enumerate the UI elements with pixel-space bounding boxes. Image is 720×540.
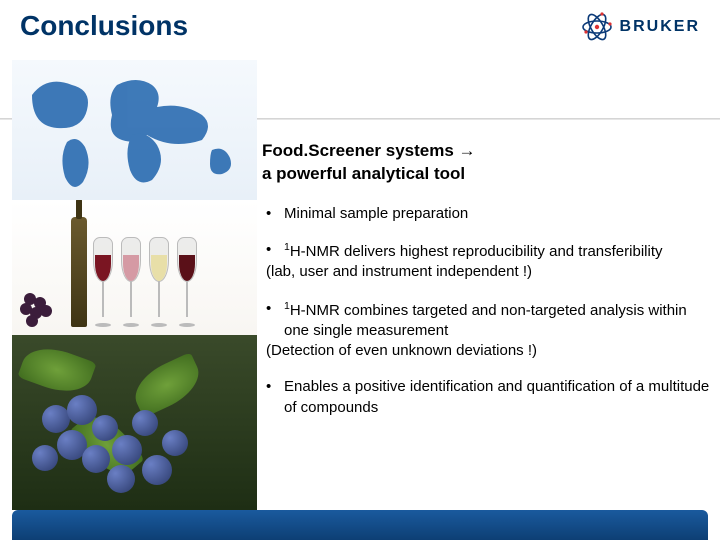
wine-glass-red2 [175,237,199,327]
bullet-1: Minimal sample preparation [262,204,712,224]
world-map-image [12,60,257,200]
bullet-2: 1H-NMR delivers highest reproducibility … [262,240,712,283]
wine-glass-red [91,237,115,327]
wine-image [12,200,257,335]
wine-glass-white [147,237,171,327]
content-area: Food.Screener systems → a powerful analy… [262,140,712,434]
subtitle: Food.Screener systems → a powerful analy… [262,140,712,186]
wine-glass-rose [119,237,143,327]
subtitle-line2: a powerful analytical tool [262,164,465,183]
bullet-3: 1H-NMR combines targeted and non-targete… [262,299,712,362]
slide-title: Conclusions [20,10,188,42]
brand-logo: BRUKER [580,10,700,44]
grapes-icon [14,283,64,333]
blueberries-image [12,335,257,510]
footer-band [12,510,708,540]
slide-header: Conclusions BRUKER [0,0,720,60]
brand-name: BRUKER [620,18,700,36]
image-column [12,60,257,510]
bullet-4: Enables a positive identification and qu… [262,377,712,418]
subtitle-line1: Food.Screener systems → [262,141,476,160]
bullet-list: Minimal sample preparation 1H-NMR delive… [262,204,712,418]
atom-icon [580,10,614,44]
olive-oil-bottle [71,217,87,327]
